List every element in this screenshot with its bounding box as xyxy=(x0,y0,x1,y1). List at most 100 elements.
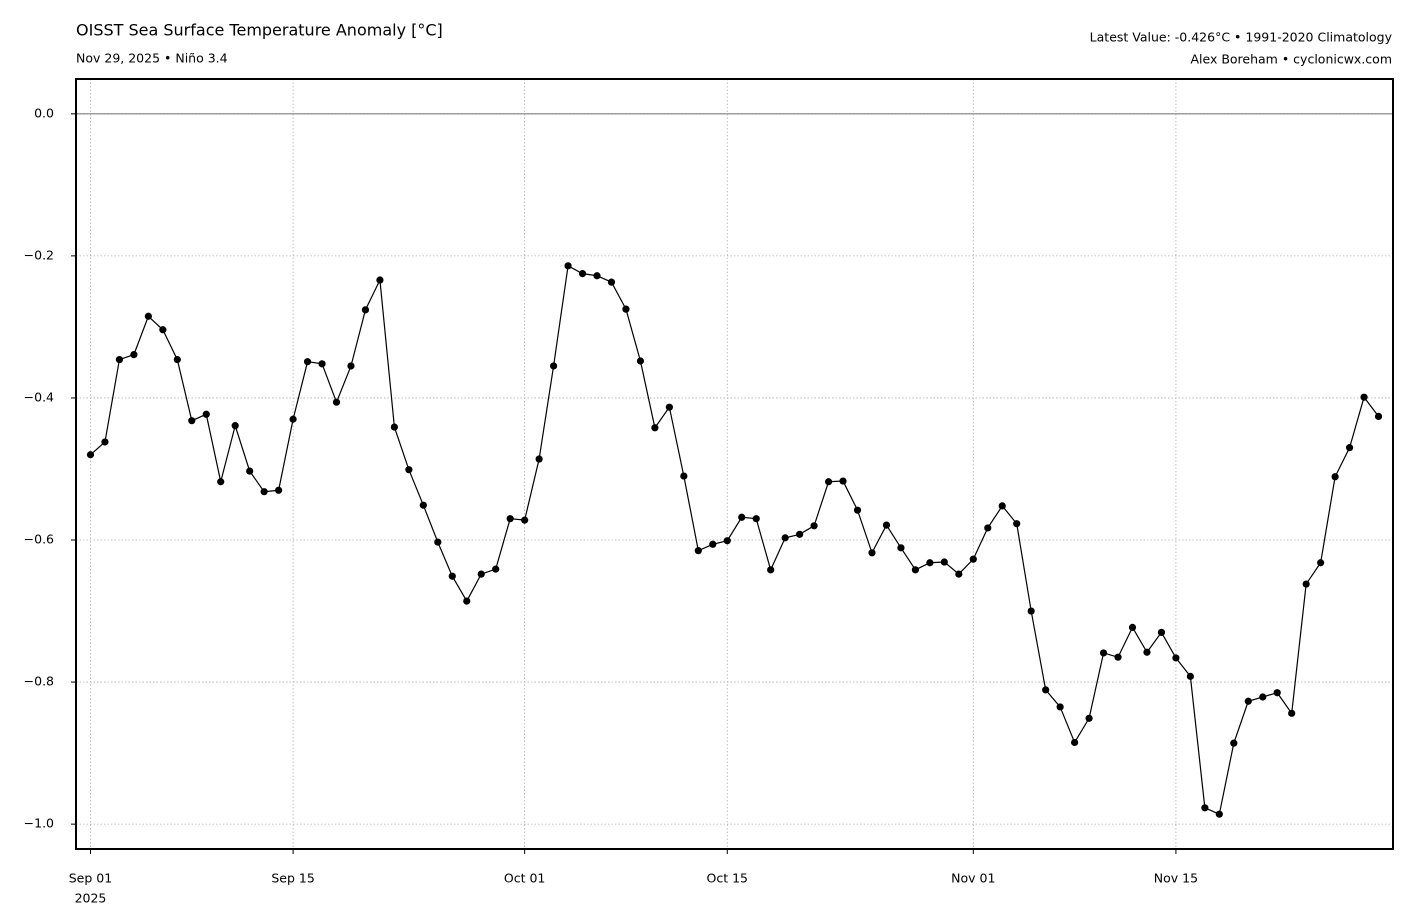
data-point xyxy=(969,555,977,563)
data-point xyxy=(130,351,138,359)
data-point xyxy=(1186,672,1194,680)
data-point xyxy=(535,455,543,463)
data-point xyxy=(564,262,572,270)
data-point xyxy=(448,572,456,580)
data-point xyxy=(1230,739,1238,747)
plot-frame xyxy=(75,78,1394,850)
data-point xyxy=(477,570,485,578)
chart-subtitle: Nov 29, 2025 • Niño 3.4 xyxy=(76,51,228,66)
y-tick-label: 0.0 xyxy=(34,105,54,120)
data-point xyxy=(390,423,398,431)
data-point xyxy=(405,466,413,474)
x-offset-label: 2025 xyxy=(75,891,107,906)
data-point xyxy=(1085,714,1093,722)
data-point xyxy=(752,515,760,523)
data-point xyxy=(231,422,239,430)
y-tick-label: −0.6 xyxy=(24,532,54,547)
data-point xyxy=(651,424,659,432)
data-point xyxy=(86,451,95,459)
data-point xyxy=(897,544,905,552)
data-point xyxy=(1244,697,1252,705)
data-point xyxy=(1288,709,1296,717)
data-point xyxy=(1331,473,1339,481)
data-point xyxy=(984,524,992,532)
data-point xyxy=(1042,686,1050,694)
data-point xyxy=(1172,654,1180,662)
data-point xyxy=(434,538,442,546)
data-point xyxy=(1143,648,1151,656)
data-point xyxy=(1114,653,1122,661)
data-point xyxy=(882,521,891,529)
data-point xyxy=(781,534,789,542)
data-point xyxy=(115,355,124,364)
data-point xyxy=(636,357,645,365)
data-point xyxy=(810,522,818,530)
data-point xyxy=(1071,738,1079,747)
y-tick-label: −0.2 xyxy=(24,247,54,262)
data-point xyxy=(347,362,355,370)
data-point xyxy=(1013,520,1021,528)
data-point xyxy=(332,398,341,406)
data-point xyxy=(217,478,225,486)
y-tick-label: −1.0 xyxy=(24,816,54,831)
data-point xyxy=(723,537,731,545)
data-point xyxy=(376,276,384,284)
data-point xyxy=(361,306,370,314)
data-point xyxy=(955,570,963,578)
data-point xyxy=(593,272,601,280)
data-point xyxy=(419,501,427,509)
note: Latest Value: -0.426°C • 1991-2020 Clima… xyxy=(1090,30,1393,45)
data-point xyxy=(940,558,948,566)
data-point xyxy=(101,438,109,446)
data-point xyxy=(173,355,181,364)
data-point xyxy=(521,516,529,524)
data-point xyxy=(824,478,833,486)
data-point xyxy=(159,326,167,334)
y-tick-label: −0.4 xyxy=(24,389,54,404)
data-point xyxy=(1317,559,1325,567)
data-point xyxy=(289,415,297,423)
data-point xyxy=(738,513,746,521)
data-point xyxy=(607,278,616,286)
data-point xyxy=(506,515,514,523)
data-point xyxy=(492,565,500,573)
x-tick-label: Sep 01 xyxy=(69,871,112,886)
data-point xyxy=(998,502,1006,510)
data-point xyxy=(1201,804,1209,812)
data-point xyxy=(1360,393,1368,401)
note: Alex Boreham • cyclonicwx.com xyxy=(1190,52,1392,67)
data-point xyxy=(246,467,254,475)
data-point xyxy=(1027,607,1035,615)
data-point xyxy=(709,540,717,548)
data-point xyxy=(868,549,876,557)
data-point xyxy=(1273,689,1281,697)
data-point xyxy=(680,472,688,480)
data-point xyxy=(911,566,920,574)
data-point xyxy=(202,410,210,418)
data-point xyxy=(796,530,804,538)
data-point xyxy=(303,358,312,366)
data-point xyxy=(1259,693,1267,701)
series-line xyxy=(90,264,1380,816)
data-point xyxy=(1157,628,1166,636)
data-point xyxy=(839,477,847,485)
data-point xyxy=(144,312,152,320)
data-point xyxy=(275,486,283,494)
data-point xyxy=(1099,649,1108,657)
data-point xyxy=(1345,444,1354,452)
data-point xyxy=(578,270,587,278)
data-point xyxy=(694,547,702,555)
data-point xyxy=(549,362,558,370)
x-tick-label: Oct 15 xyxy=(707,871,749,886)
data-point xyxy=(260,488,268,496)
data-point xyxy=(1056,703,1064,711)
x-tick-label: Nov 15 xyxy=(1154,871,1198,886)
data-point xyxy=(665,403,673,411)
data-point xyxy=(926,559,934,567)
data-point xyxy=(188,417,196,425)
chart-title: OISST Sea Surface Temperature Anomaly [°… xyxy=(76,21,443,40)
y-tick-label: −0.8 xyxy=(24,674,54,689)
data-point xyxy=(1302,580,1310,588)
data-point xyxy=(1215,810,1223,818)
